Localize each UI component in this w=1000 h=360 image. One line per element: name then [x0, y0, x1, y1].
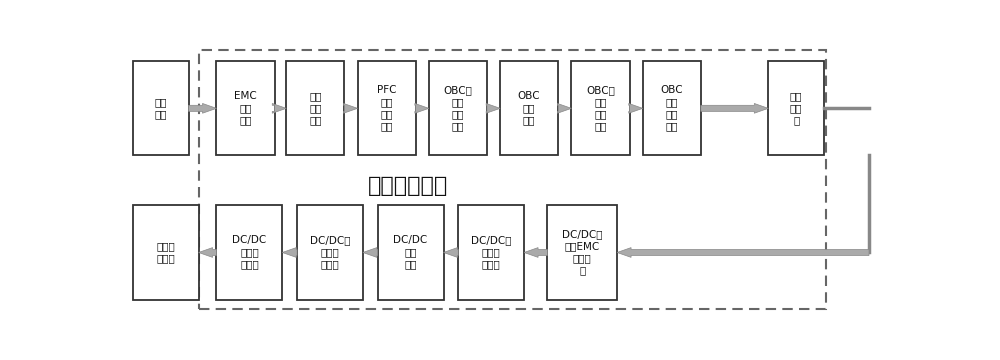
FancyArrow shape: [199, 248, 216, 257]
FancyArrow shape: [617, 248, 869, 257]
FancyArrow shape: [189, 103, 216, 113]
FancyArrow shape: [344, 103, 358, 113]
FancyBboxPatch shape: [286, 61, 344, 156]
Text: OBC
输出
滤波
电路: OBC 输出 滤波 电路: [660, 85, 683, 131]
FancyBboxPatch shape: [378, 205, 444, 300]
FancyBboxPatch shape: [768, 61, 824, 156]
FancyArrow shape: [701, 103, 768, 113]
FancyBboxPatch shape: [571, 61, 630, 156]
Text: 蓄电池
及负载: 蓄电池 及负载: [156, 242, 175, 264]
FancyBboxPatch shape: [216, 205, 282, 300]
Text: DC/DC
主变
压器: DC/DC 主变 压器: [393, 235, 428, 270]
FancyBboxPatch shape: [216, 61, 275, 156]
FancyBboxPatch shape: [133, 205, 199, 300]
FancyBboxPatch shape: [133, 61, 189, 156]
FancyArrow shape: [524, 248, 547, 257]
Text: DC/DC输
出侧整
流电路: DC/DC输 出侧整 流电路: [310, 235, 350, 270]
Text: 物理集成方案: 物理集成方案: [368, 176, 448, 196]
FancyArrow shape: [486, 103, 500, 113]
Text: 动力
电池
组: 动力 电池 组: [790, 91, 802, 125]
FancyArrow shape: [363, 248, 378, 257]
FancyBboxPatch shape: [429, 61, 487, 156]
FancyArrow shape: [272, 103, 286, 113]
Text: EMC
滤波
电路: EMC 滤波 电路: [234, 91, 257, 125]
FancyArrow shape: [282, 248, 297, 257]
FancyBboxPatch shape: [643, 61, 701, 156]
Text: OBC输
出侧
整流
电路: OBC输 出侧 整流 电路: [586, 85, 615, 131]
FancyBboxPatch shape: [458, 205, 524, 300]
FancyBboxPatch shape: [358, 61, 416, 156]
Text: DC/DC
输出滤
波电路: DC/DC 输出滤 波电路: [232, 235, 267, 270]
FancyArrow shape: [557, 103, 571, 113]
Text: PFC
功率
校正
电路: PFC 功率 校正 电路: [377, 85, 396, 131]
FancyBboxPatch shape: [547, 205, 617, 300]
Text: OBC
主变
压器: OBC 主变 压器: [518, 91, 540, 125]
FancyArrow shape: [415, 103, 429, 113]
FancyArrow shape: [444, 248, 458, 257]
FancyArrow shape: [629, 103, 643, 113]
Text: 单相
整流
电路: 单相 整流 电路: [309, 91, 322, 125]
FancyBboxPatch shape: [500, 61, 558, 156]
Text: DC/DC输
入侧开
关电路: DC/DC输 入侧开 关电路: [471, 235, 511, 270]
FancyBboxPatch shape: [297, 205, 363, 300]
Text: 市电
输入: 市电 输入: [154, 97, 167, 120]
Text: OBC输
入侧
开关
电路: OBC输 入侧 开关 电路: [443, 85, 472, 131]
Text: DC/DC输
入侧EMC
滤波电
路: DC/DC输 入侧EMC 滤波电 路: [562, 229, 602, 275]
